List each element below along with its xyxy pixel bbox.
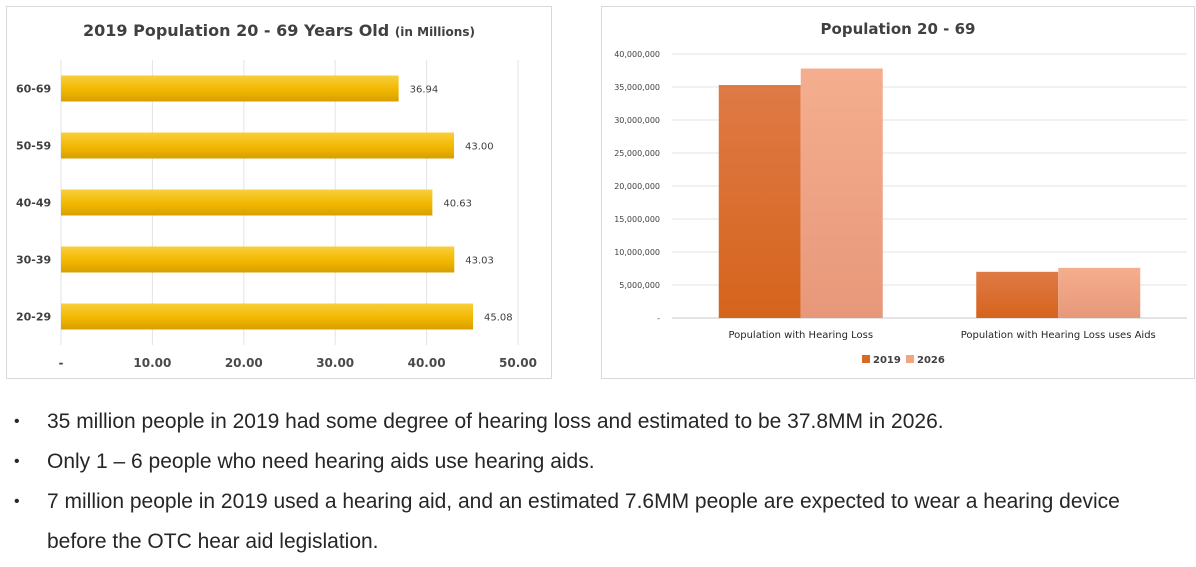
bullet-text: 35 million people in 2019 had some degre… (47, 410, 944, 433)
bullet-list: • 35 million people in 2019 had some deg… (0, 402, 1196, 562)
bullet-dot: • (14, 413, 20, 430)
bullet-item: before the OTC hear aid legislation. (0, 522, 1196, 562)
bullet-dot: • (14, 493, 20, 510)
y-tick-label: 40,000,000 (614, 50, 660, 59)
bullet-item: • 7 million people in 2019 used a hearin… (0, 482, 1196, 522)
bullet-dot: • (14, 453, 20, 470)
bar-2019 (976, 271, 1059, 318)
y-tick-label: 10,000,000 (614, 248, 660, 257)
bullet-text: before the OTC hear aid legislation. (47, 530, 379, 553)
y-tick-label: 50-59 (16, 140, 51, 153)
y-tick-label: 5,000,000 (619, 281, 660, 290)
x-tick-label: Population with Hearing Loss uses Aids (961, 330, 1156, 341)
x-tick-label: 30.00 (316, 356, 354, 370)
left-chart-title: 2019 Population 20 - 69 Years Old (in Mi… (7, 21, 551, 40)
bar (61, 246, 455, 273)
legend-swatch (906, 355, 914, 363)
bullet-text: Only 1 – 6 people who need hearing aids … (47, 450, 595, 473)
data-label: 36.94 (410, 85, 439, 96)
bar (61, 303, 474, 330)
y-tick-label: 20,000,000 (614, 182, 660, 191)
x-tick-label: 10.00 (133, 356, 171, 370)
bullet-item: • 35 million people in 2019 had some deg… (0, 402, 1196, 442)
data-label: 43.03 (465, 256, 494, 267)
left-chart-panel: 2019 Population 20 - 69 Years Old (in Mi… (6, 6, 552, 379)
bar (61, 189, 433, 216)
y-tick-label: 25,000,000 (614, 149, 660, 158)
bullet-item: • Only 1 – 6 people who need hearing aid… (0, 442, 1196, 482)
bullet-text: 7 million people in 2019 used a hearing … (47, 490, 1120, 513)
legend-swatch (862, 355, 870, 363)
bar-2026 (1058, 267, 1141, 318)
y-tick-label: 20-29 (16, 311, 51, 324)
right-chart-svg: - 5,000,000 10,000,000 15,000,000 20,000,000… (614, 50, 1187, 366)
left-chart-title-suffix: (in Millions) (394, 25, 475, 39)
legend-label: 2019 (873, 355, 901, 366)
bar-2026 (800, 68, 883, 318)
bar-2019 (718, 85, 801, 319)
bar (61, 132, 455, 159)
data-label: 45.08 (484, 313, 513, 324)
x-tick-label: 20.00 (225, 356, 263, 370)
y-tick-label: 60-69 (16, 83, 51, 96)
x-tick-label: 40.00 (408, 356, 446, 370)
y-tick-label: 15,000,000 (614, 215, 660, 224)
x-tick-label: Population with Hearing Loss (728, 330, 873, 341)
right-chart-title: Population 20 - 69 (820, 20, 976, 38)
legend-label: 2026 (917, 355, 945, 366)
bar (61, 75, 399, 102)
data-label: 43.00 (465, 142, 494, 153)
left-chart-svg: - 10.00 20.00 30.00 40.00 50.00 45.08 20-29 43.0… (16, 60, 537, 370)
y-tick-label: 30-39 (16, 254, 51, 267)
y-tick-label: 35,000,000 (614, 83, 660, 92)
x-tick-label: - (59, 356, 64, 370)
y-tick-label: - (657, 314, 660, 323)
right-chart-panel: Population 20 - 69 - 5,000,000 10,000,000 1… (601, 6, 1195, 379)
y-tick-label: 40-49 (16, 197, 51, 210)
left-chart-title-text: 2019 Population 20 - 69 Years Old (83, 21, 390, 40)
data-label: 40.63 (443, 199, 472, 210)
x-tick-label: 50.00 (499, 356, 537, 370)
y-tick-label: 30,000,000 (614, 116, 660, 125)
